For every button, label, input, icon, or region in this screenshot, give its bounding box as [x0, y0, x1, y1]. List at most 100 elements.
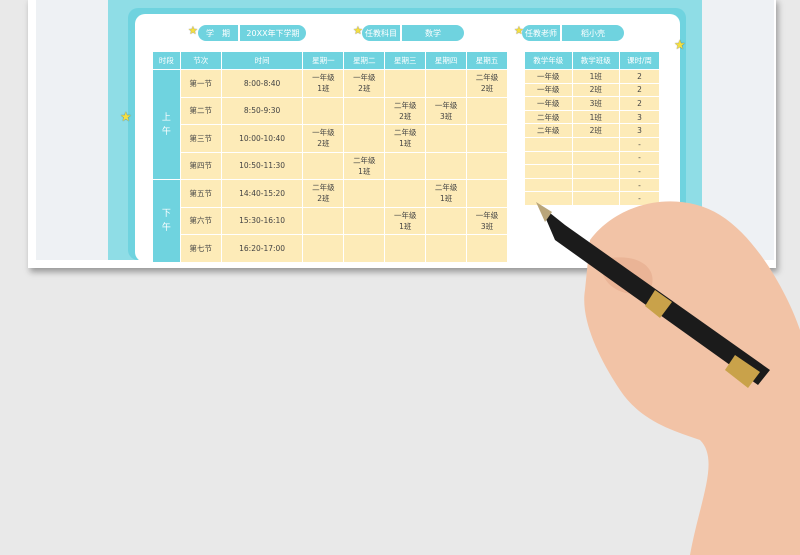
summary-table: 教学年级 教学班级 课时/周 一年级 1班 2 一年级 2班 2 一年级 3班 2 二年级 1班 3 二年级 2… — [524, 51, 660, 206]
period-cell: 第一节 — [179, 69, 222, 98]
table-row: 第四节 10:50-11:30 二年级 1班 — [153, 151, 508, 180]
summary-cell[interactable] — [571, 164, 621, 179]
star-icon: ★ — [188, 24, 198, 37]
class-cell[interactable] — [343, 179, 386, 208]
table-row: 第三节 10:00-10:40 一年级 2班 二年级 1班 — [153, 124, 508, 153]
column-header: 星期二 — [343, 51, 386, 70]
column-header: 星期一 — [302, 51, 345, 70]
table-row: - — [524, 164, 660, 179]
class-cell[interactable] — [466, 179, 508, 208]
summary-cell[interactable]: 2 — [619, 69, 660, 84]
class-cell[interactable] — [425, 206, 468, 235]
summary-cell[interactable] — [571, 191, 621, 206]
summary-cell[interactable]: 二年级 — [524, 109, 573, 125]
summary-cell[interactable] — [524, 150, 573, 166]
class-cell[interactable] — [343, 124, 386, 153]
class-cell[interactable] — [302, 96, 345, 125]
summary-cell[interactable] — [571, 136, 621, 152]
summary-cell[interactable]: - — [619, 191, 660, 206]
period-cell: 第七节 — [179, 234, 222, 263]
class-cell[interactable]: 二年级 2班 — [466, 69, 508, 98]
column-header: 教学班级 — [571, 51, 621, 70]
class-cell[interactable]: 二年级 1班 — [343, 151, 386, 180]
column-header: 星期四 — [425, 51, 468, 70]
table-row: - — [524, 191, 660, 206]
period-cell: 第五节 — [179, 179, 222, 208]
time-cell: 14:40-15:20 — [220, 179, 304, 208]
summary-cell[interactable] — [524, 177, 573, 193]
class-cell[interactable]: 一年级 3班 — [425, 96, 468, 125]
term-label: 学 期 — [198, 25, 238, 41]
table-row: - — [524, 177, 660, 193]
table-row: 第六节 15:30-16:10 一年级 1班 一年级 3班 — [153, 206, 508, 235]
summary-cell[interactable]: 1班 — [571, 109, 621, 125]
class-cell[interactable] — [425, 124, 468, 153]
column-header: 星期三 — [384, 51, 427, 70]
column-header: 课时/周 — [619, 51, 660, 70]
column-header: 星期五 — [466, 51, 508, 70]
summary-cell[interactable]: 一年级 — [524, 96, 573, 111]
time-cell: 10:50-11:30 — [220, 151, 304, 180]
summary-cell[interactable]: 2班 — [571, 82, 621, 98]
class-cell[interactable] — [302, 234, 345, 263]
star-icon: ★ — [674, 38, 686, 53]
class-cell[interactable] — [384, 179, 427, 208]
table-row: - — [524, 150, 660, 166]
summary-cell[interactable] — [524, 164, 573, 179]
class-cell[interactable] — [466, 234, 508, 263]
class-cell[interactable]: 一年级 1班 — [384, 206, 427, 235]
table-row: 第七节 16:20-17:00 — [153, 234, 508, 263]
table-row: 一年级 3班 2 — [524, 96, 660, 111]
class-cell[interactable] — [302, 206, 345, 235]
summary-cell[interactable]: 2 — [619, 96, 660, 111]
class-cell[interactable] — [466, 96, 508, 125]
class-cell[interactable] — [384, 234, 427, 263]
table-row: 第二节 8:50-9:30 二年级 2班 一年级 3班 — [153, 96, 508, 125]
star-icon: ★ — [120, 110, 132, 125]
summary-cell[interactable]: - — [619, 164, 660, 179]
period-cell: 第四节 — [179, 151, 222, 180]
table-row: - — [524, 136, 660, 152]
term-value[interactable]: 20XX年下学期 — [240, 25, 306, 41]
column-header: 节次 — [179, 51, 222, 70]
period-cell: 第二节 — [179, 96, 222, 125]
class-cell[interactable] — [343, 206, 386, 235]
table-row: 一年级 2班 2 — [524, 82, 660, 98]
class-cell[interactable]: 一年级 3班 — [466, 206, 508, 235]
class-cell[interactable]: 一年级 2班 — [343, 69, 386, 98]
class-cell[interactable]: 二年级 1班 — [384, 124, 427, 153]
segment-cell: 上 午 — [152, 69, 181, 180]
column-header: 时间 — [220, 51, 304, 70]
column-header: 时段 — [152, 51, 181, 70]
class-cell[interactable] — [466, 124, 508, 153]
teacher-pill: 任教老师 稻小壳 — [522, 25, 624, 41]
teacher-value[interactable]: 稻小壳 — [562, 25, 624, 41]
class-cell[interactable] — [425, 151, 468, 180]
class-cell[interactable]: 一年级 2班 — [302, 124, 345, 153]
summary-cell[interactable]: - — [619, 150, 660, 166]
time-cell: 16:20-17:00 — [220, 234, 304, 263]
period-cell: 第三节 — [179, 124, 222, 153]
class-cell[interactable]: 二年级 1班 — [425, 179, 468, 208]
summary-cell[interactable]: 一年级 — [524, 82, 573, 98]
period-cell: 第六节 — [179, 206, 222, 235]
subject-value[interactable]: 数学 — [402, 25, 464, 41]
class-cell[interactable] — [466, 151, 508, 180]
class-cell[interactable] — [384, 151, 427, 180]
schedule-table: 时段 节次 时间 星期一 星期二 星期三 星期四 星期五上 午第一节 8:00-8:40 一年级 … — [152, 51, 508, 263]
time-cell: 10:00-10:40 — [220, 124, 304, 153]
star-icon: ★ — [353, 24, 363, 37]
column-header: 教学年级 — [524, 51, 573, 70]
time-cell: 15:30-16:10 — [220, 206, 304, 235]
star-icon: ★ — [514, 24, 524, 37]
time-cell: 8:00-8:40 — [220, 69, 304, 98]
class-cell[interactable] — [425, 234, 468, 263]
subject-pill: 任教科目 数学 — [362, 25, 464, 41]
summary-cell[interactable]: 2班 — [571, 123, 621, 138]
segment-cell: 下 午 — [152, 179, 181, 263]
class-cell[interactable] — [343, 96, 386, 125]
table-row: 二年级 1班 3 — [524, 109, 660, 125]
class-cell[interactable]: 二年级 2班 — [302, 179, 345, 208]
class-cell[interactable]: 一年级 1班 — [302, 69, 345, 98]
